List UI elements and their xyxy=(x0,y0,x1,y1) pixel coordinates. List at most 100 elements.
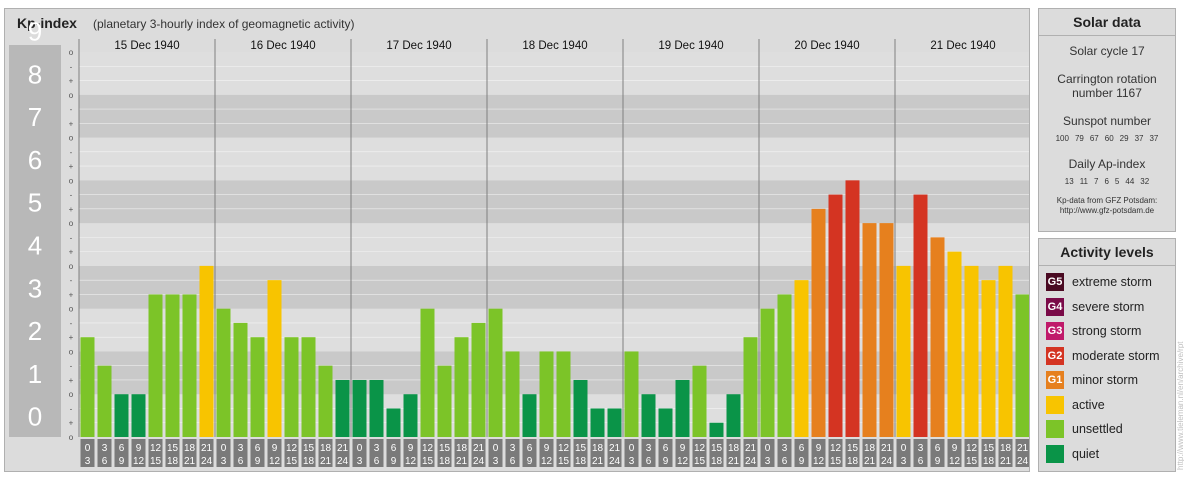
interval-box xyxy=(267,439,282,467)
minor-tick-label: o xyxy=(69,305,74,314)
kp-bar xyxy=(573,379,588,437)
interval-start-label: 12 xyxy=(558,443,570,454)
interval-start-label: 18 xyxy=(864,443,876,454)
interval-box xyxy=(437,439,452,467)
day-label: 19 Dec 1940 xyxy=(658,40,723,52)
y-tick-label: 7 xyxy=(28,102,42,132)
interval-box xyxy=(726,439,741,467)
interval-start-label: 12 xyxy=(966,443,978,454)
interval-box xyxy=(607,439,622,467)
legend-item-severe-storm: G4 severe storm xyxy=(1039,295,1175,320)
y-tick-label: 6 xyxy=(28,145,42,175)
minor-tick-label: + xyxy=(69,162,74,171)
interval-box xyxy=(862,439,877,467)
interval-end-label: 18 xyxy=(575,456,587,467)
interval-end-label: 24 xyxy=(745,456,757,467)
kp-bar xyxy=(182,294,197,437)
interval-box xyxy=(250,439,265,467)
minor-tick-label: + xyxy=(69,205,74,214)
kp-bar xyxy=(811,208,826,437)
interval-box xyxy=(947,439,962,467)
minor-tick-label: - xyxy=(70,148,73,157)
kp-bar xyxy=(318,365,333,437)
kp-bar xyxy=(505,351,520,437)
interval-start-label: 18 xyxy=(1000,443,1012,454)
legend-swatch-g1: G1 xyxy=(1046,371,1064,390)
interval-end-label: 3 xyxy=(765,456,771,467)
minor-tick-label: o xyxy=(69,176,74,185)
kp-bar xyxy=(913,194,928,437)
interval-end-label: 6 xyxy=(918,456,924,467)
interval-box xyxy=(675,439,690,467)
kp-bar xyxy=(743,337,758,437)
kp-bar xyxy=(794,280,809,437)
y-tick-label: 4 xyxy=(28,231,42,261)
y-tick-label: 1 xyxy=(28,359,42,389)
kp-band xyxy=(79,52,1029,95)
interval-end-label: 3 xyxy=(221,456,227,467)
legend-label: unsettled xyxy=(1072,422,1123,437)
ap-values: 13 11 7 6 5 44 32 xyxy=(1039,177,1175,186)
y-tick-label: 9 xyxy=(28,17,42,47)
interval-end-label: 18 xyxy=(303,456,315,467)
interval-end-label: 12 xyxy=(949,456,961,467)
sunspot-value: 60 xyxy=(1104,134,1114,143)
kp-bar xyxy=(947,251,962,437)
interval-end-label: 6 xyxy=(782,456,788,467)
interval-end-label: 9 xyxy=(391,456,397,467)
legend-label: active xyxy=(1072,397,1105,412)
interval-end-label: 24 xyxy=(473,456,485,467)
interval-start-label: 6 xyxy=(119,443,125,454)
minor-tick-label: o xyxy=(69,433,74,442)
interval-end-label: 18 xyxy=(847,456,859,467)
interval-box xyxy=(114,439,129,467)
kp-bar xyxy=(658,408,673,437)
minor-tick-label: - xyxy=(70,62,73,71)
legend-swatch-g2: G2 xyxy=(1046,346,1064,365)
kp-chart: 0123456789o+-o+-o+-o+-o+-o+-o+-o+-o+-o15… xyxy=(9,17,1029,467)
interval-end-label: 6 xyxy=(646,456,652,467)
kp-bar xyxy=(97,365,112,437)
interval-box xyxy=(879,439,894,467)
minor-tick-label: o xyxy=(69,262,74,271)
legend-label: minor storm xyxy=(1072,373,1138,388)
minor-tick-label: o xyxy=(69,390,74,399)
interval-start-label: 18 xyxy=(728,443,740,454)
interval-end-label: 18 xyxy=(439,456,451,467)
interval-start-label: 15 xyxy=(167,443,179,454)
kp-bar xyxy=(590,408,605,437)
minor-tick-label: + xyxy=(69,77,74,86)
legend-item-quiet: quiet xyxy=(1039,442,1175,467)
kp-bar xyxy=(896,265,911,437)
kp-bar xyxy=(981,280,996,437)
interval-box xyxy=(182,439,197,467)
legend-swatch-g5: G5 xyxy=(1046,273,1064,292)
kp-band xyxy=(79,137,1029,181)
credit-link[interactable]: http://www.gfz-potsdam.de xyxy=(1059,206,1155,215)
interval-start-label: 3 xyxy=(918,443,924,454)
interval-start-label: 21 xyxy=(201,443,213,454)
sunspot-value: 29 xyxy=(1119,134,1129,143)
ap-value: 13 xyxy=(1064,177,1074,186)
interval-box xyxy=(369,439,384,467)
chart-subtitle: (planetary 3-hourly index of geomagnetic… xyxy=(93,17,355,31)
interval-box xyxy=(590,439,605,467)
interval-start-label: 21 xyxy=(881,443,893,454)
interval-box xyxy=(233,439,248,467)
interval-box xyxy=(828,439,843,467)
kp-bar xyxy=(199,265,214,437)
y-tick-label: 5 xyxy=(28,188,42,218)
day-label: 16 Dec 1940 xyxy=(250,40,315,52)
interval-start-label: 15 xyxy=(439,443,451,454)
interval-box xyxy=(709,439,724,467)
interval-start-label: 9 xyxy=(680,443,686,454)
kp-bar xyxy=(488,308,503,437)
interval-end-label: 21 xyxy=(184,456,196,467)
interval-box xyxy=(505,439,520,467)
minor-tick-label: + xyxy=(69,419,74,428)
interval-box xyxy=(930,439,945,467)
interval-end-label: 15 xyxy=(286,456,298,467)
legend-item-strong-storm: G3 strong storm xyxy=(1039,319,1175,344)
kp-bar xyxy=(454,337,469,437)
minor-tick-label: o xyxy=(69,48,74,57)
